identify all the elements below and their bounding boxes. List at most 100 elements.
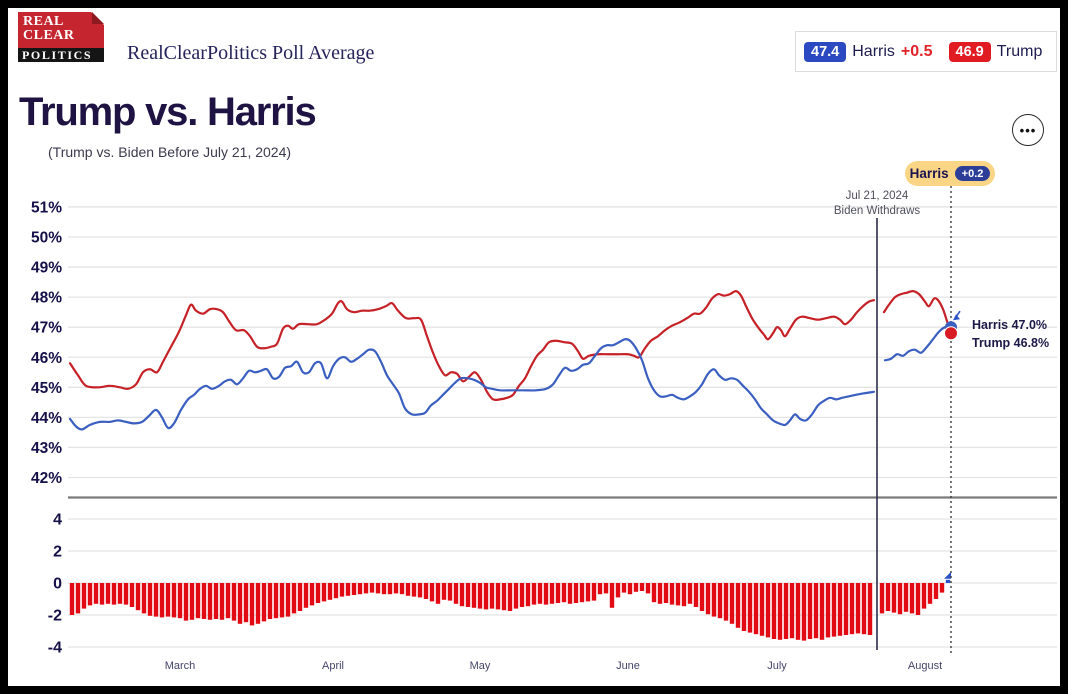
spread-bar <box>849 583 855 635</box>
main-ytick-label: 50% <box>31 230 62 247</box>
spread-bar <box>207 583 213 620</box>
spread-bar <box>729 583 735 624</box>
spread-bar <box>681 583 687 607</box>
spread-bar <box>765 583 771 638</box>
rcp-logo[interactable]: REAL CLEAR POLITICS <box>18 12 104 62</box>
spread-bar <box>603 583 609 594</box>
spread-bar <box>195 583 201 619</box>
spread-bar <box>915 583 921 615</box>
trump-legend-label: Trump <box>996 42 1043 60</box>
spread-bar <box>813 583 819 639</box>
spread-bar <box>285 583 291 617</box>
spread-bar <box>351 583 357 595</box>
spread-bar <box>231 583 237 621</box>
spread-bar <box>861 583 867 635</box>
spread-bar <box>825 583 831 638</box>
page-title: Trump vs. Harris <box>19 90 317 134</box>
spread-bar <box>327 583 333 600</box>
spread-bar <box>921 583 927 609</box>
spread-bar <box>111 583 117 605</box>
main-ytick-label: 46% <box>31 350 62 367</box>
spread-bar <box>927 583 933 604</box>
logo-text-clear: CLEAR <box>23 28 75 43</box>
spread-bar <box>495 583 501 610</box>
spread-bar <box>489 583 495 609</box>
spread-bar <box>771 583 777 639</box>
main-ytick-label: 49% <box>31 260 62 277</box>
spread-bar <box>291 583 297 614</box>
spread-bar <box>933 583 939 599</box>
spread-bar <box>693 583 699 607</box>
spread-bar <box>837 583 843 636</box>
trump-value-badge: 46.9 <box>948 41 991 62</box>
spread-bar <box>303 583 309 608</box>
spread-bar <box>411 583 417 597</box>
logo-text-politics: POLITICS <box>18 48 104 62</box>
spread-bar <box>567 583 573 604</box>
spread-bar <box>465 583 471 607</box>
spread-ytick-label: 2 <box>53 544 62 561</box>
spread-bar <box>177 583 183 619</box>
main-ytick-label: 42% <box>31 470 62 487</box>
spread-bar <box>423 583 429 599</box>
main-ytick-label: 48% <box>31 290 62 307</box>
harris-endpoint-label: Harris 47.0% <box>972 318 1048 332</box>
spread-bar <box>555 583 561 603</box>
spread-bar <box>75 583 81 614</box>
main-ytick-label: 51% <box>31 199 62 216</box>
summary-legend[interactable]: 47.4 Harris +0.5 46.9 Trump <box>795 31 1057 72</box>
spread-bar <box>237 583 243 624</box>
spread-bar <box>807 583 813 639</box>
spread-bar <box>573 583 579 603</box>
spread-ytick-label: 0 <box>53 576 62 593</box>
spread-bar <box>123 583 129 605</box>
spread-bar <box>69 583 75 615</box>
more-options-button[interactable]: ••• <box>1012 114 1044 146</box>
trump-line-post <box>882 290 953 335</box>
spread-bar <box>255 583 261 624</box>
spread-bar <box>561 583 567 603</box>
spread-bar <box>537 583 543 604</box>
spread-bar <box>453 583 459 604</box>
month-label: July <box>767 660 787 672</box>
spread-bar <box>723 583 729 621</box>
harris-legend-label: Harris <box>852 42 895 60</box>
spread-bar <box>213 583 219 619</box>
spread-bar <box>219 583 225 620</box>
spread-bar <box>633 583 639 592</box>
spread-bar <box>675 583 681 606</box>
spread-bar <box>801 583 807 641</box>
leader-badge: Harris +0.2 <box>905 161 995 186</box>
spread-bar <box>609 583 615 608</box>
spread-bar <box>375 583 381 594</box>
spread-bar <box>687 583 693 604</box>
main-ytick-label: 47% <box>31 320 62 337</box>
harris-line-post <box>883 325 953 362</box>
spread-ytick-label: -4 <box>48 640 62 657</box>
spread-bar <box>777 583 783 640</box>
event-annotation-text: Biden Withdraws <box>833 205 921 217</box>
spread-bar <box>147 583 153 616</box>
spread-bar <box>441 583 447 600</box>
spread-bar <box>165 583 171 617</box>
harris-line-pre <box>68 338 876 431</box>
spread-bar <box>579 583 585 603</box>
poll-average-heading: RealClearPolitics Poll Average <box>127 42 375 64</box>
spread-bar <box>249 583 255 626</box>
month-label: May <box>470 660 491 672</box>
spread-bar <box>189 583 195 620</box>
spread-bar <box>429 583 435 602</box>
spread-bar <box>201 583 207 619</box>
spread-bar <box>345 583 351 596</box>
spread-bar <box>393 583 399 594</box>
main-ytick-label: 43% <box>31 440 62 457</box>
harris-lead-value: +0.5 <box>900 42 933 60</box>
spread-bar <box>657 583 663 604</box>
spread-bar <box>819 583 825 640</box>
spread-bar <box>405 583 411 596</box>
spread-bar <box>939 583 945 593</box>
main-ytick-label: 45% <box>31 380 62 397</box>
rcp-logo-red-block: REAL CLEAR <box>18 12 104 48</box>
